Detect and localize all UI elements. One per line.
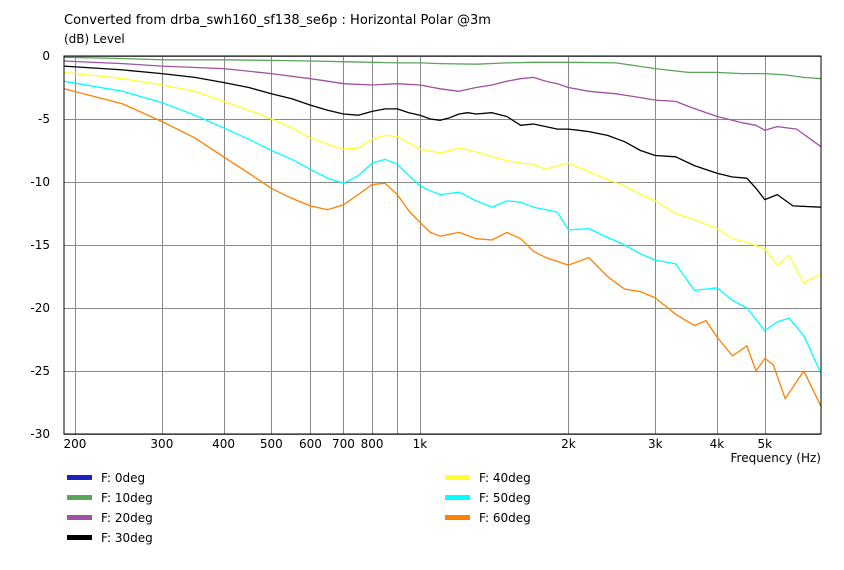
series-line-f-40deg <box>63 71 822 284</box>
series-line-f-20deg <box>63 60 822 148</box>
x-tick-labels: 200 300 400 500 600 700 800 1k 2k 3k 4k 5k <box>64 437 773 451</box>
x-tick-label: 4k <box>710 437 725 451</box>
legend-label: F: 20deg <box>101 511 153 525</box>
y-tick-label: -5 <box>38 112 50 126</box>
legend-swatch <box>445 495 470 500</box>
plot-frame <box>63 55 822 435</box>
legend-swatch <box>445 475 470 480</box>
y-tick-label: -10 <box>30 175 50 189</box>
x-tick-label: 200 <box>64 437 87 451</box>
x-tick-label: 600 <box>299 437 322 451</box>
x-tick-label: 300 <box>150 437 173 451</box>
series-line-f-30deg <box>63 65 822 208</box>
legend-label: F: 10deg <box>101 491 153 505</box>
legend-swatch <box>67 535 92 540</box>
x-tick-label: 1k <box>413 437 428 451</box>
series-line-f-10deg <box>63 56 822 80</box>
chart-title: Converted from drba_swh160_sf138_se6p : … <box>64 13 491 28</box>
chart-legend: F: 0deg F: 10deg F: 20deg F: 30deg F: 40deg F… <box>67 471 531 545</box>
x-tick-label: 400 <box>212 437 235 451</box>
y-tick-labels: 0 -5 -10 -15 -20 -25 -30 <box>30 49 50 441</box>
y-axis-label: (dB) Level <box>64 32 125 46</box>
x-tick-label: 3k <box>648 437 663 451</box>
y-tick-label: -25 <box>30 364 50 378</box>
x-tick-label: 2k <box>561 437 576 451</box>
legend-label: F: 40deg <box>479 471 531 485</box>
x-tick-label: 700 <box>332 437 355 451</box>
series-line-f-60deg <box>63 88 822 407</box>
legend-swatch <box>445 515 470 520</box>
legend-swatch <box>67 495 92 500</box>
legend-swatch <box>67 475 92 480</box>
x-tick-label: 5k <box>757 437 772 451</box>
series-line-f-50deg <box>63 80 822 374</box>
chart-series <box>63 56 822 407</box>
x-axis-label: Frequency (Hz) <box>731 451 822 465</box>
legend-swatch <box>67 515 92 520</box>
y-tick-label: -20 <box>30 301 50 315</box>
y-tick-label: 0 <box>42 49 50 63</box>
legend-label: F: 30deg <box>101 531 153 545</box>
legend-label: F: 0deg <box>101 471 145 485</box>
y-tick-label: -30 <box>30 427 50 441</box>
legend-label: F: 60deg <box>479 511 531 525</box>
y-tick-label: -15 <box>30 238 50 252</box>
x-tick-label: 500 <box>260 437 283 451</box>
legend-label: F: 50deg <box>479 491 531 505</box>
x-tick-label: 800 <box>361 437 384 451</box>
